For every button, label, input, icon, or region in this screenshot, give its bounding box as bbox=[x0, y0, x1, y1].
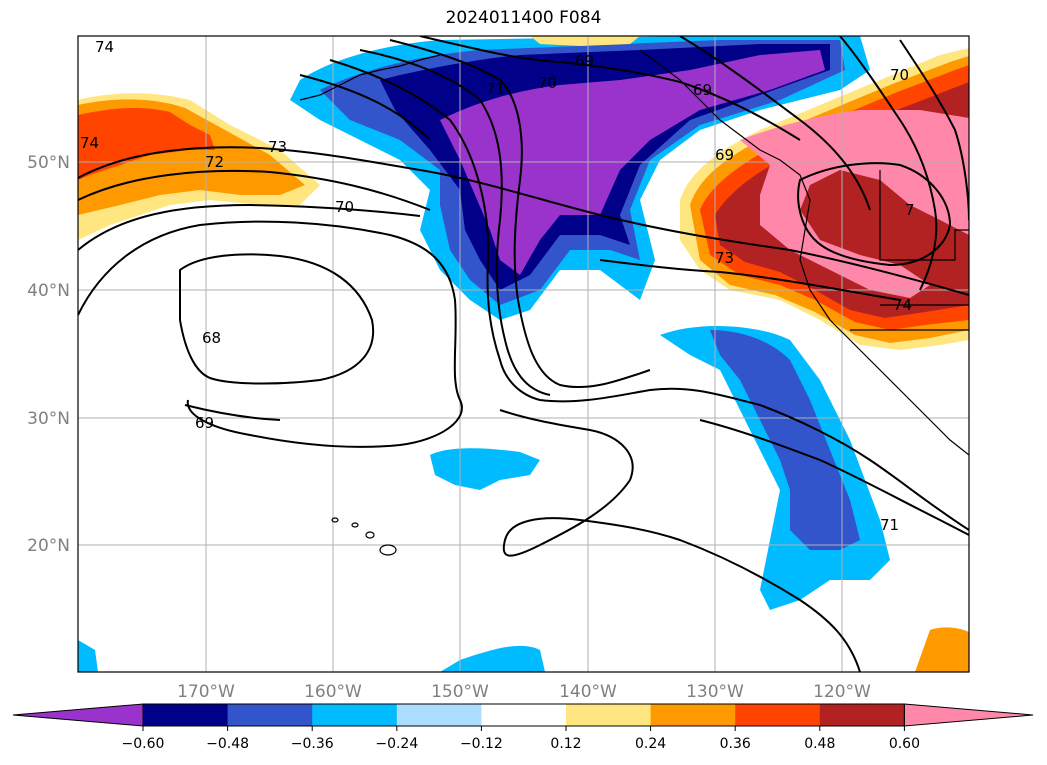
latitude-labels: 50°N 40°N 30°N 20°N bbox=[27, 153, 70, 556]
longitude-labels: 170°W 160°W 150°W 140°W 130°W 120°W bbox=[177, 682, 871, 702]
contour-label: 74 bbox=[80, 134, 99, 152]
colorbar-tick-label: 0.48 bbox=[804, 736, 835, 752]
negative-anomaly-core bbox=[440, 50, 825, 275]
lon-label: 160°W bbox=[304, 682, 362, 702]
contour-label: 73 bbox=[715, 249, 734, 267]
negative-anomaly-southeast-2 bbox=[710, 330, 860, 550]
colorbar-segment bbox=[735, 704, 821, 726]
contour-label: 74 bbox=[893, 296, 912, 314]
contour-label-group: 74 74 73 72 71 70 70 69 69 68 69 69 73 7… bbox=[80, 38, 915, 534]
contour-label: 72 bbox=[205, 153, 224, 171]
colorbar-tick-label: 0.12 bbox=[550, 736, 581, 752]
colorbar-tick-label: −0.60 bbox=[122, 736, 165, 752]
colorbar-segment bbox=[481, 704, 567, 726]
negative-anomaly-small-2 bbox=[440, 645, 545, 672]
contour-label: 68 bbox=[202, 329, 221, 347]
colorbar-segment bbox=[566, 704, 652, 726]
colorbar bbox=[12, 703, 1034, 727]
colorbar-arrow-left bbox=[12, 703, 144, 727]
contour-label: 74 bbox=[95, 38, 114, 56]
positive-anomaly-small-1 bbox=[530, 36, 640, 46]
contour-label: 70 bbox=[538, 74, 557, 92]
contour-label: 70 bbox=[335, 198, 354, 216]
contour-label: 70 bbox=[890, 66, 909, 84]
lat-label: 50°N bbox=[27, 153, 70, 173]
map-frame bbox=[77, 35, 970, 673]
colorbar-segment bbox=[396, 704, 482, 726]
colorbar-segment bbox=[650, 704, 736, 726]
colorbar-segment bbox=[312, 704, 398, 726]
lon-label: 150°W bbox=[431, 682, 489, 702]
height-contours bbox=[78, 36, 969, 672]
coastlines bbox=[299, 49, 969, 556]
contour-label: 71 bbox=[880, 516, 899, 534]
colorbar-tick-label: 0.60 bbox=[889, 736, 920, 752]
contour-label-ridge: 7 bbox=[905, 201, 915, 219]
lon-label: 120°W bbox=[813, 682, 871, 702]
gridlines bbox=[78, 36, 969, 672]
colorbar-border bbox=[142, 703, 905, 727]
map-title: 2024011400 F084 bbox=[445, 8, 602, 28]
colorbar-tick-label: −0.24 bbox=[375, 736, 418, 752]
negative-anomaly-small-1 bbox=[430, 448, 540, 490]
lat-label: 30°N bbox=[27, 409, 70, 429]
colorbar-segment bbox=[143, 704, 229, 726]
colorbar-segment bbox=[819, 704, 905, 726]
lat-label: 20°N bbox=[27, 536, 70, 556]
colorbar-tick-label: 0.24 bbox=[635, 736, 666, 752]
lon-label: 140°W bbox=[559, 682, 617, 702]
map-field: 74 74 73 72 71 70 70 69 69 68 69 69 73 7… bbox=[78, 36, 969, 672]
contour-label: 69 bbox=[575, 52, 594, 70]
negative-anomaly-small-3 bbox=[78, 640, 98, 672]
contour-label: 69 bbox=[715, 146, 734, 164]
contour-label: 73 bbox=[268, 138, 287, 156]
colorbar-tick-label: −0.36 bbox=[291, 736, 334, 752]
contour-label: 71 bbox=[486, 80, 505, 98]
lon-label: 130°W bbox=[686, 682, 744, 702]
colorbar-tick-label: 0.36 bbox=[720, 736, 751, 752]
colorbar-tick-label: −0.12 bbox=[460, 736, 503, 752]
contour-label: 69 bbox=[195, 414, 214, 432]
lon-label: 170°W bbox=[177, 682, 235, 702]
contour-label: 69 bbox=[693, 81, 712, 99]
colorbar-segment bbox=[227, 704, 313, 726]
positive-anomaly-small-2 bbox=[915, 627, 969, 672]
colorbar-ticks: −0.60 −0.48 −0.36 −0.24 −0.12 0.12 0.24 0.36 0.4… bbox=[122, 726, 920, 752]
lat-label: 40°N bbox=[27, 281, 70, 301]
colorbar-arrow-right bbox=[903, 703, 1034, 727]
colorbar-tick-label: −0.48 bbox=[206, 736, 249, 752]
